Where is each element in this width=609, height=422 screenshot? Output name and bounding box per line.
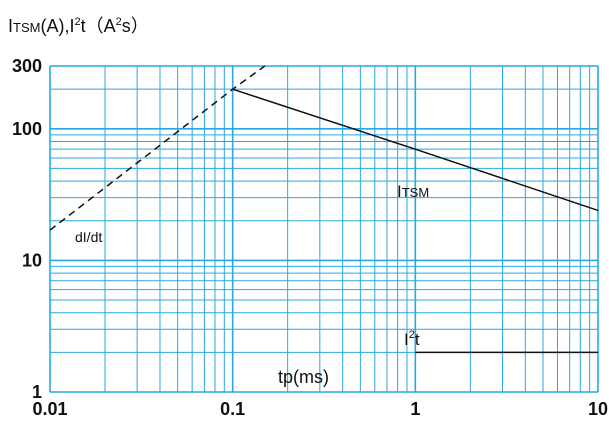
grid (49, 65, 599, 393)
y-tick-label: 100 (12, 119, 42, 139)
tick-labels: 0.01 0.1 1 10 1 10 100 300 (12, 56, 608, 419)
y-tick-label: 300 (12, 56, 42, 76)
title-i: I (8, 16, 13, 36)
x-tick-label: 0.1 (220, 399, 245, 419)
title-amps: (A),I (40, 16, 74, 36)
series-label-i2t: I2t (404, 329, 420, 349)
series-line-dldt (49, 65, 266, 231)
series-line-itsm (232, 88, 599, 212)
title-sq2: 2 (116, 16, 122, 28)
x-tick-label: 1 (410, 399, 420, 419)
series-label-dldt: dI/dt (75, 229, 102, 245)
x-tick-label: 10 (588, 399, 608, 419)
y-tick-label: 1 (32, 382, 42, 402)
title-t: t（A (81, 16, 116, 36)
x-tick-label: 0.01 (32, 399, 67, 419)
title-end: s） (122, 16, 149, 36)
x-axis-label: tp(ms) (278, 367, 329, 387)
series-label-itsm: ITSM (397, 182, 429, 201)
title-tsm: TSM (13, 20, 40, 35)
y-tick-label: 10 (22, 250, 42, 270)
chart-title: ITSM(A),I2t（A2s） (8, 16, 149, 36)
series (49, 65, 599, 354)
title-sq1: 2 (74, 16, 80, 28)
